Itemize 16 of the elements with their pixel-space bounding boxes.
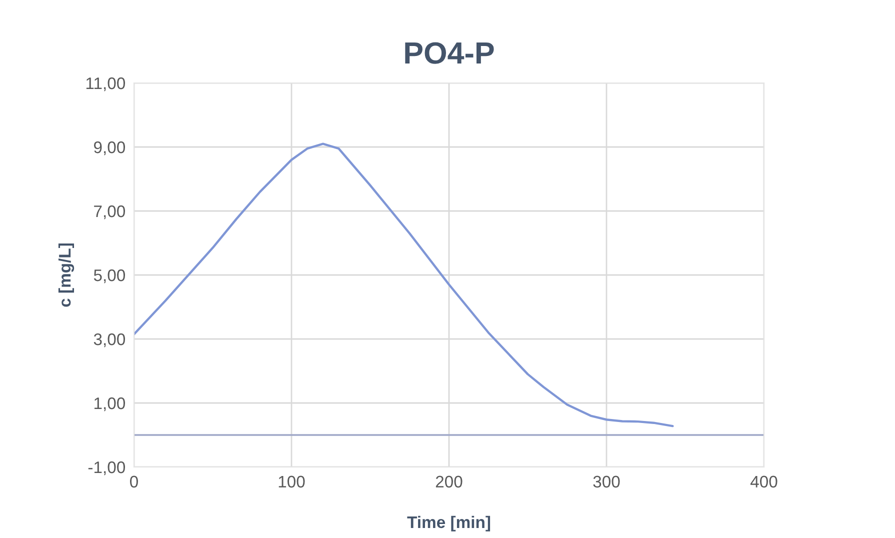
x-tick-label: 400 [750,476,778,488]
x-axis-title: Time [min] [407,516,490,532]
x-tick-label: 200 [436,476,462,488]
y-tick-label: 9,00 [94,141,126,156]
line-series [134,142,674,428]
y-tick-label: 5,00 [94,269,126,284]
y-tick-label: 7,00 [94,205,126,220]
x-tick-label: 100 [278,476,305,488]
y-tick-label: -1,00 [88,461,126,476]
x-tick-label: 300 [593,476,620,488]
y-tick-label: 11,00 [86,77,126,92]
y-tick-label: 1,00 [94,397,126,412]
x-tick-label: 0 [130,476,138,488]
y-tick-label: 3,00 [94,333,126,348]
y-axis-title: c [mg/L] [58,244,74,307]
chart-title: PO4-P [405,42,494,64]
